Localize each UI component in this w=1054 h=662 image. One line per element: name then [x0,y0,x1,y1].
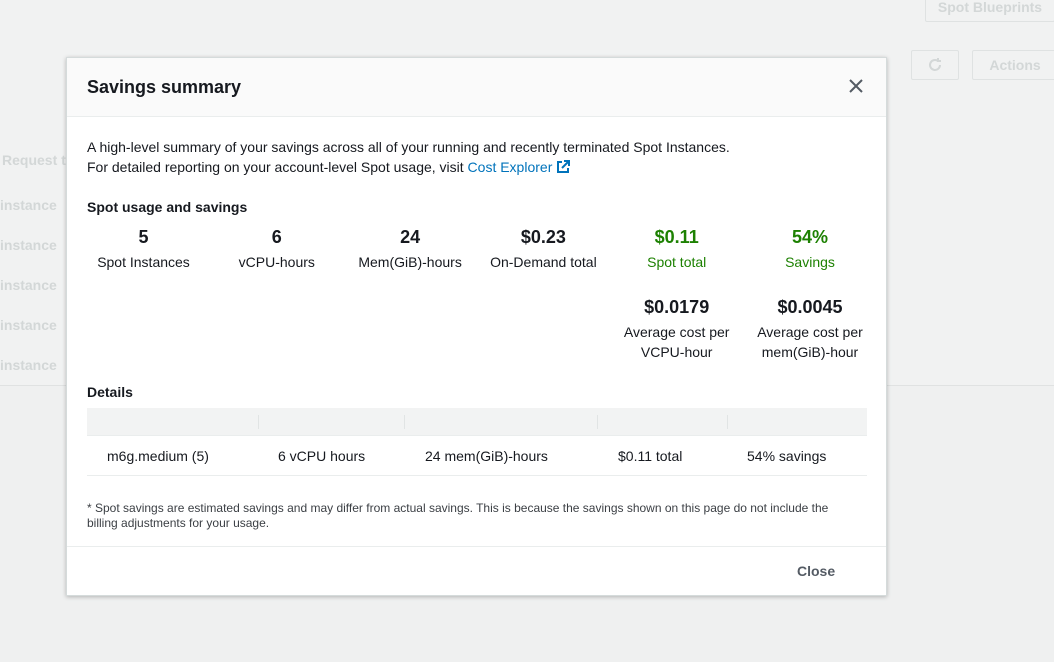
metric-label-line: Average cost per [623,324,730,340]
external-link-icon[interactable] [556,160,571,174]
savings-modal: Savings summary A high-level summary of … [66,57,887,596]
description-text: For detailed reporting on your account-l… [87,159,464,175]
metric: $0.11 Spot total [610,227,743,272]
spot-blueprints-button: Spot Blueprints [925,0,1054,22]
background-row: instance [0,277,57,293]
table-header [87,408,867,436]
metric-label-line: Average cost per [757,324,863,340]
metric-value: 6 [271,227,282,247]
metric-value: $0.23 [520,227,566,247]
metric-value: 54% [791,227,829,247]
background-row: instance [0,317,57,333]
background-row: instance [0,237,57,253]
description: A high-level summary of your savings acr… [87,139,730,155]
metric-value: 5 [138,227,149,247]
metric-label: Average cost per VCPU-hour [610,322,743,362]
table-row: m6g.medium (5) 6 vCPU hours 24 mem(GiB)-ho… [87,436,867,476]
metric-label-line: VCPU-hour [640,344,713,360]
modal-title: Savings summary [87,77,242,97]
metric: 6 vCPU-hours [210,227,343,272]
metric: $0.23 On-Demand total [477,227,610,272]
actions-button: Actions [972,50,1054,80]
metric-value: $0.0045 [777,297,843,317]
metric-label-line: mem(GiB)-hour [761,344,859,360]
details-heading: Details [87,384,133,400]
metric-label: Spot Instances [97,254,190,270]
table-cell: m6g.medium (5) [107,448,209,464]
average-metric: $0.0045 Average cost per mem(GiB)-hour [744,297,877,362]
table-cell: $0.11 total [618,448,683,464]
metric-label: Mem(GiB)-hours [358,254,462,270]
metric-label: On-Demand total [490,254,597,270]
column-separator [404,415,405,429]
average-metric: $0.0179 Average cost per VCPU-hour [610,297,743,362]
metric-label: vCPU-hours [238,254,315,270]
metric: 5 Spot Instances [77,227,210,272]
column-header: Request ty [2,152,74,168]
description: For detailed reporting on your account-l… [87,159,571,175]
background-row: instance [0,197,57,213]
footer-divider [67,546,886,547]
table-cell: 24 mem(GiB)-hours [425,448,548,464]
table-cell: 6 vCPU hours [278,448,366,464]
close-icon[interactable] [847,77,865,95]
metric: 54% Savings [744,227,877,272]
metric-value: 24 [400,227,421,247]
table-cell: 54% savings [747,448,827,464]
close-button[interactable]: Close [797,563,836,579]
usage-heading: Spot usage and savings [87,199,248,215]
refresh-button [911,50,959,80]
column-separator [727,415,728,429]
column-separator [258,415,259,429]
metric-label: Savings [785,254,835,270]
metric-label: Spot total [647,254,707,270]
metric-value: $0.11 [654,227,699,247]
column-separator [597,415,598,429]
metric-value: $0.0179 [644,297,710,317]
metric: 24 Mem(GiB)-hours [344,227,477,272]
footnote: * Spot savings are estimated savings and… [87,501,829,530]
metric-label: Average cost per mem(GiB)-hour [744,322,877,362]
modal-header [67,58,886,117]
cost-explorer-link[interactable]: Cost Explorer [467,159,553,175]
background-row: instance [0,357,57,373]
refresh-icon [929,58,941,71]
